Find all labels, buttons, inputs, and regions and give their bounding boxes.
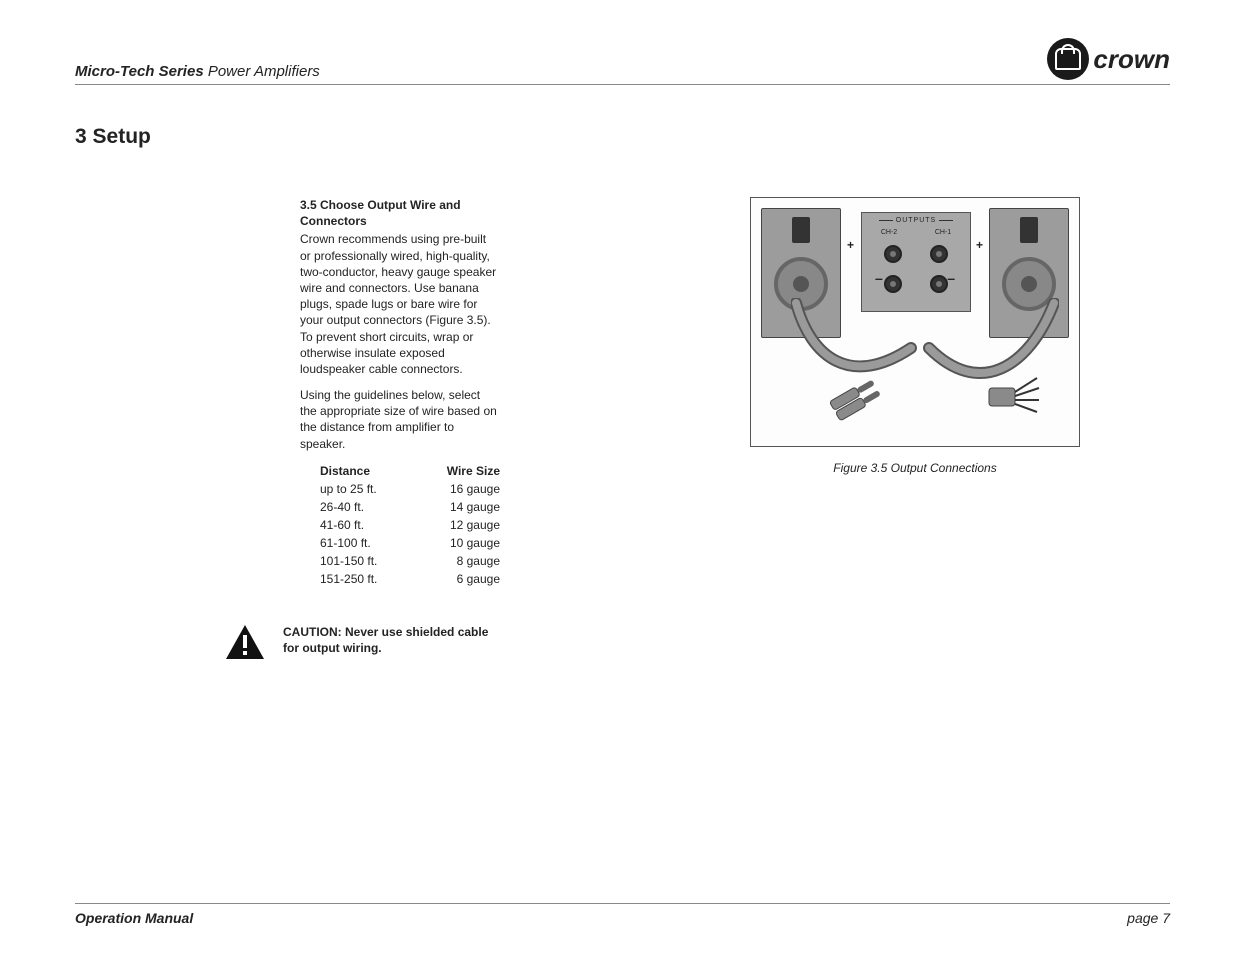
caution-block: CAUTION: Never use shielded cable for ou… [225, 624, 700, 660]
table-row: 41-60 ft.12 gauge [320, 516, 500, 534]
table-header-wiresize: Wire Size [447, 462, 500, 480]
polarity-minus-left: – [875, 270, 883, 286]
table-header-distance: Distance [320, 462, 370, 480]
figure-caption: Figure 3.5 Output Connections [750, 461, 1080, 475]
crown-logo-icon [1047, 38, 1089, 80]
output-jack-icon [884, 245, 902, 263]
polarity-plus-left: + [847, 238, 854, 252]
caution-text: CAUTION: Never use shielded cable for ou… [283, 624, 493, 656]
ch1-label: CH-1 [935, 229, 951, 236]
output-jack-icon [930, 275, 948, 293]
brand-logo: crown [1047, 38, 1170, 80]
text-column: 3.5 Choose Output Wire and Connectors Cr… [300, 197, 700, 660]
table-row: up to 25 ft.16 gauge [320, 480, 500, 498]
amp-output-panel: OUTPUTS CH-2 CH-1 [861, 212, 971, 312]
table-row: 26-40 ft.14 gauge [320, 498, 500, 516]
product-type: Power Amplifiers [204, 63, 320, 80]
subsection-heading: 3.5 Choose Output Wire and Connectors [300, 197, 500, 229]
header-title: Micro-Tech Series Power Amplifiers [75, 63, 320, 80]
section-heading: 3 Setup [75, 125, 1170, 149]
bare-wire-right-icon [969, 358, 1049, 428]
series-name: Micro-Tech Series [75, 63, 204, 80]
polarity-plus-right: + [976, 238, 983, 252]
page-footer: Operation Manual page 7 [75, 903, 1170, 926]
page-header: Micro-Tech Series Power Amplifiers crown [75, 38, 1170, 85]
body-paragraph-1: Crown recommends using pre-built or prof… [300, 231, 500, 377]
table-row: 61-100 ft.10 gauge [320, 534, 500, 552]
ch2-label: CH-2 [881, 229, 897, 236]
footer-left: Operation Manual [75, 910, 193, 926]
polarity-minus-right: – [947, 270, 955, 286]
banana-plug-left-icon [821, 368, 891, 428]
table-row: 151-250 ft.6 gauge [320, 570, 500, 588]
warning-icon [225, 624, 265, 660]
wire-gauge-table: Distance Wire Size up to 25 ft.16 gauge … [320, 462, 500, 588]
outputs-label: OUTPUTS [862, 217, 970, 224]
figure-3-5: + + OUTPUTS CH-2 CH-1 – – [750, 197, 1080, 447]
footer-page-number: page 7 [1127, 910, 1170, 926]
figure-column: + + OUTPUTS CH-2 CH-1 – – [780, 197, 1170, 660]
output-jack-icon [884, 275, 902, 293]
brand-name: crown [1093, 44, 1170, 75]
output-jack-icon [930, 245, 948, 263]
table-row: 101-150 ft.8 gauge [320, 552, 500, 570]
body-paragraph-2: Using the guidelines below, select the a… [300, 387, 500, 452]
